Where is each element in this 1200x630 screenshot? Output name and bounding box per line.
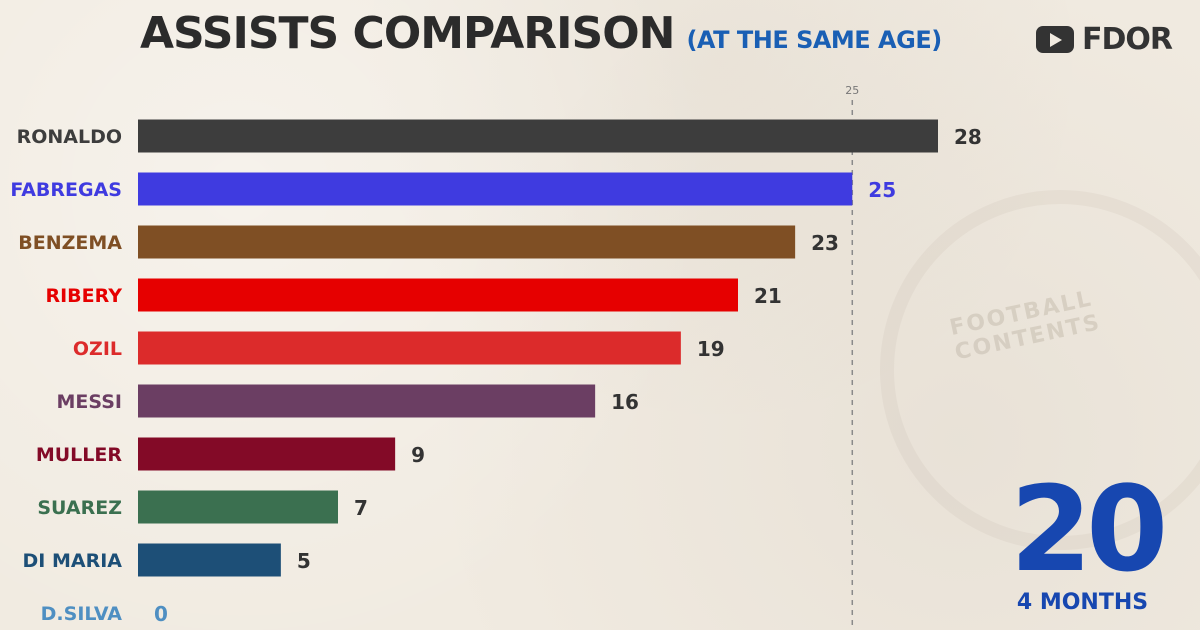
value-label: 5 [297,549,311,573]
value-label: 23 [811,231,839,255]
chart-subtitle: (AT THE SAME AGE) [686,26,942,54]
category-label: MESSI [57,391,122,413]
chart-title: ASSISTS COMPARISON [140,8,675,59]
bar-suarez [138,490,338,524]
value-label: 16 [611,390,639,414]
bar-ribery [138,278,738,312]
category-label: RONALDO [17,126,122,148]
brand-name: FDOR [1082,22,1173,57]
category-label: OZIL [73,338,122,360]
category-label: RIBERY [45,285,122,307]
category-label: SUAREZ [37,497,122,519]
age-months: 4 MONTHS [1016,590,1149,615]
value-label: 21 [754,284,782,308]
value-label: 25 [868,178,896,202]
category-label: DI MARIA [23,550,123,572]
bar-benzema [138,225,796,259]
bar-ronaldo [138,119,938,153]
bar-messi [138,384,596,418]
category-label: FABREGAS [10,179,122,201]
bar-ozil [138,331,681,365]
category-label: MULLER [36,444,123,466]
value-label: 9 [411,443,425,467]
value-label: 0 [154,602,168,626]
category-label: BENZEMA [18,232,122,254]
bar-muller [138,437,396,471]
value-label: 28 [954,125,982,149]
category-label: D.SILVA [41,603,123,625]
youtube-icon [1036,26,1074,53]
reference-line-label: 25 [845,84,859,97]
header: ASSISTS COMPARISON (AT THE SAME AGE) [140,8,942,68]
value-label: 19 [697,337,725,361]
bar-fabregas [138,172,853,206]
brand: FDOR [1036,22,1173,57]
age-display: 20 4 MONTHS [1010,460,1168,615]
bar-di-maria [138,543,281,577]
value-label: 7 [354,496,368,520]
age-years: 20 [1010,460,1168,598]
